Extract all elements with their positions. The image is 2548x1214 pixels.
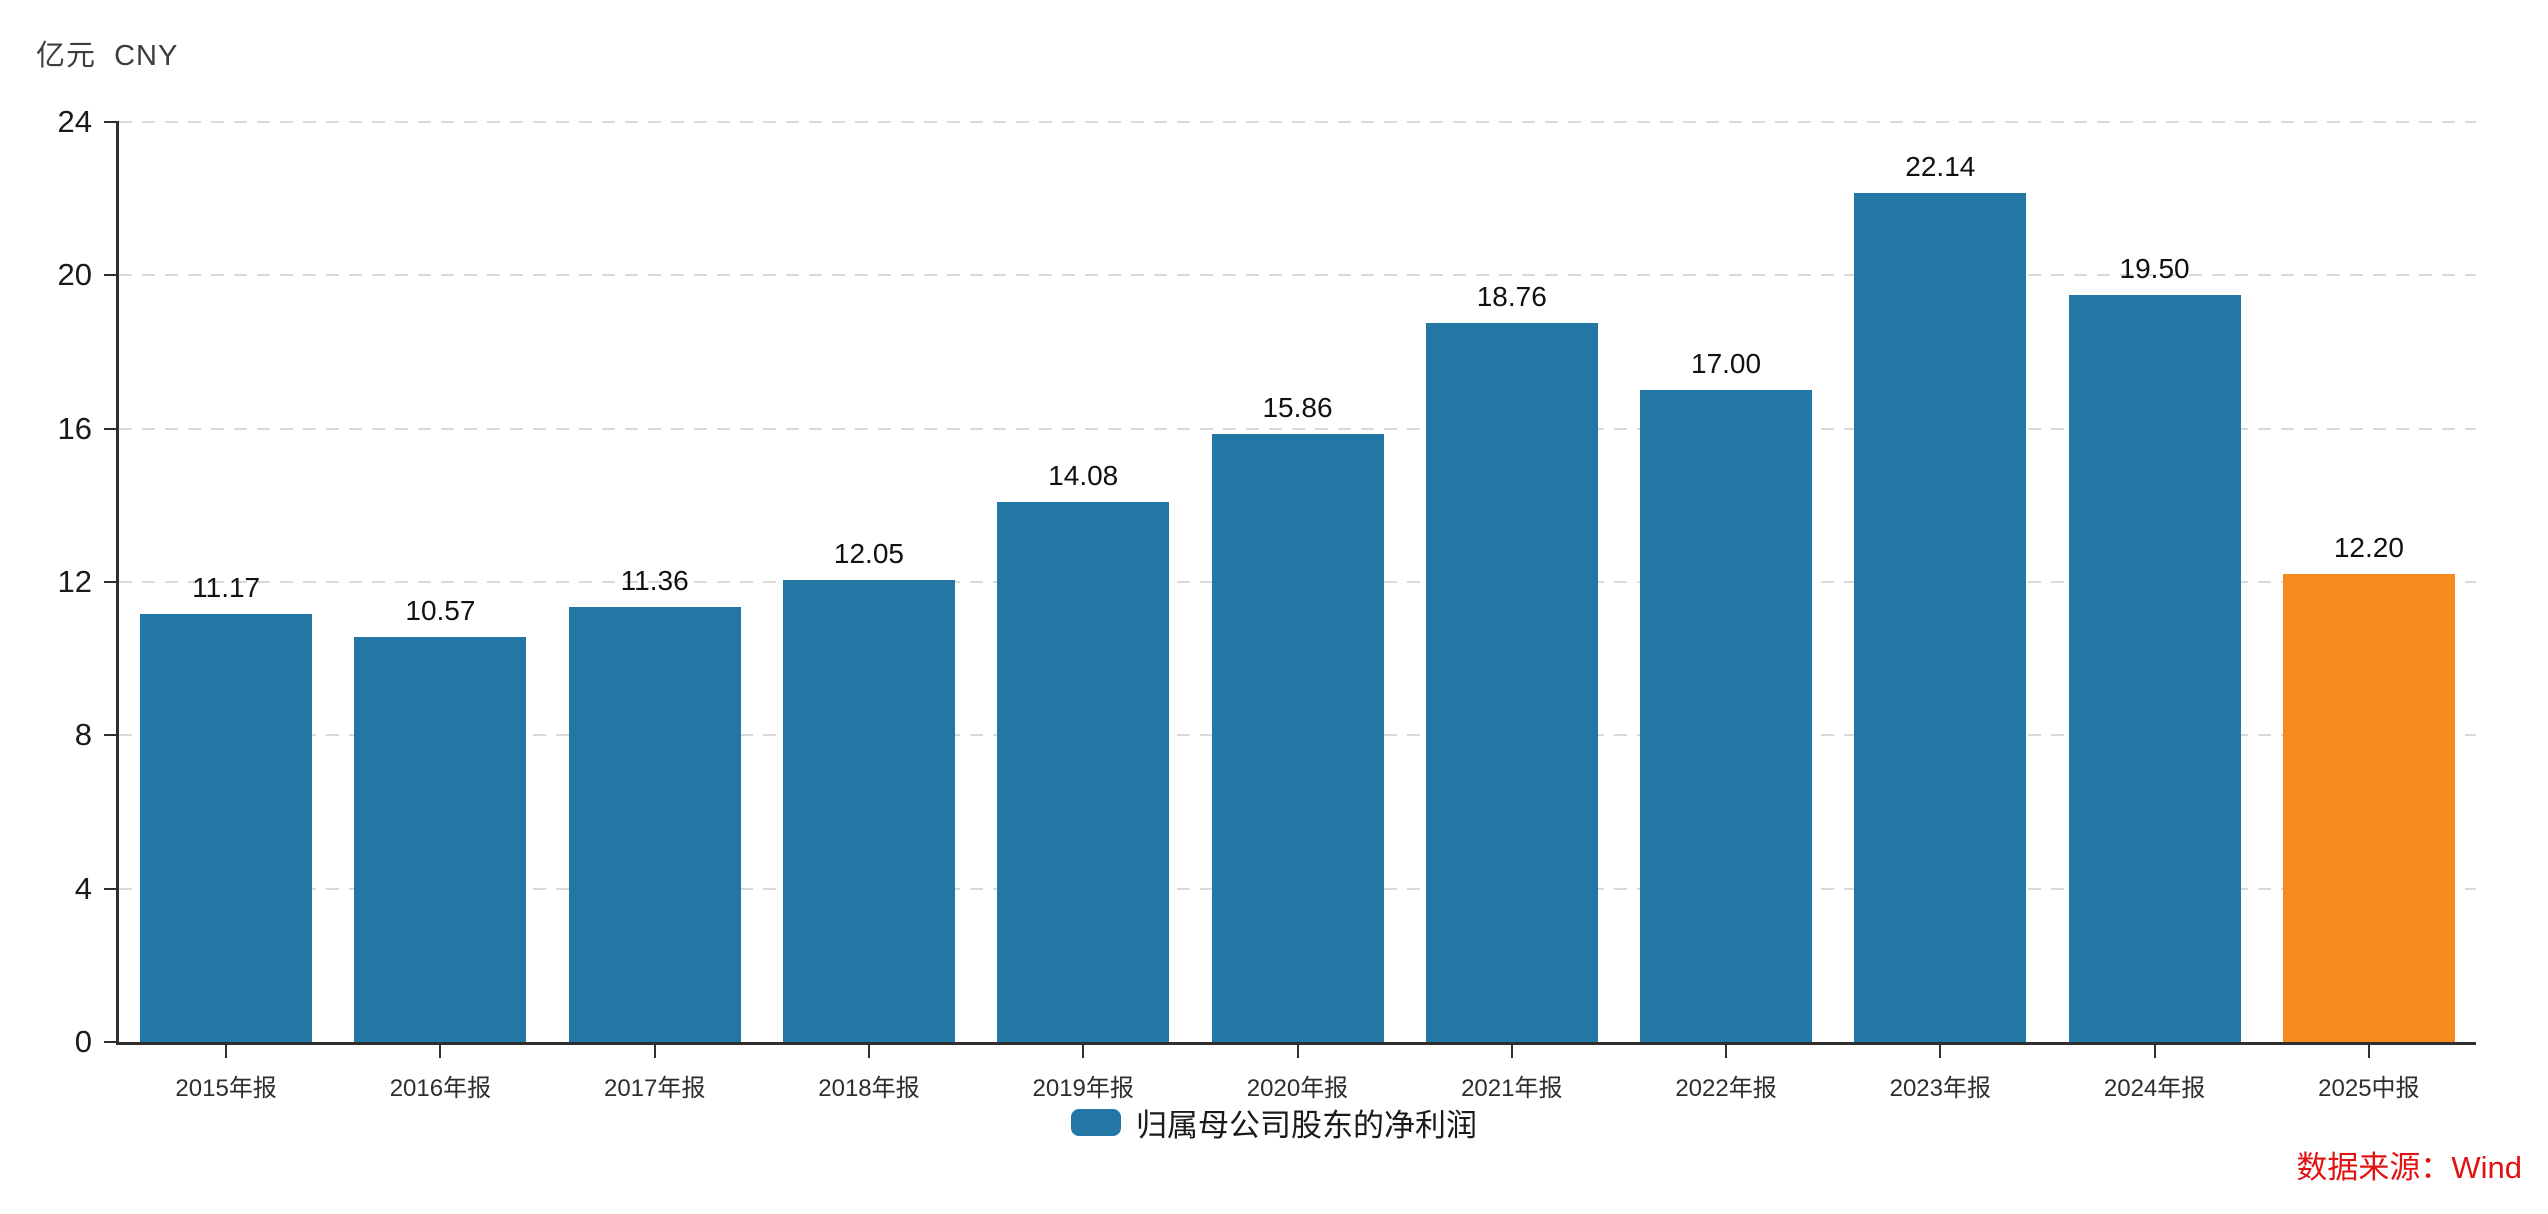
bar[interactable] <box>2068 294 2241 1042</box>
bar[interactable] <box>1425 322 1598 1042</box>
x-axis-tick <box>867 1045 870 1058</box>
bar-value-label: 12.05 <box>833 538 904 570</box>
bar[interactable] <box>1640 390 1813 1042</box>
x-axis-category-label: 2022年报 <box>1675 1075 1777 1102</box>
x-axis-category-label: 2017年报 <box>603 1075 706 1102</box>
legend-label: 归属母公司股东的净利润 <box>1136 1107 1477 1143</box>
bar-value-label: 18.76 <box>1476 280 1547 312</box>
x-axis-tick <box>439 1045 442 1058</box>
plot-area: 0 4 8 12 16 20 24 11.17 2015年报 10.57 2016年报 11.36 20… <box>58 104 2476 1102</box>
bar-value-label: 10.57 <box>405 594 476 626</box>
y-axis-tick <box>104 121 119 123</box>
y-axis-tick <box>104 887 119 890</box>
y-axis-tick <box>104 427 119 430</box>
x-axis-category-label: 2024年报 <box>2103 1075 2206 1102</box>
data-source-note: 数据来源：Wind <box>2296 1150 2522 1185</box>
legend-item-net-profit[interactable]: 归属母公司股东的净利润 <box>0 1098 2548 1146</box>
bar-value-label: 19.50 <box>2119 252 2190 284</box>
bar-value-label: 14.08 <box>1048 460 1119 492</box>
bar[interactable] <box>2282 574 2455 1042</box>
y-axis-tick <box>104 1041 119 1043</box>
x-axis-tick <box>1725 1045 1728 1058</box>
x-axis-tick <box>225 1045 228 1058</box>
y-axis-tick-label: 4 <box>74 870 92 906</box>
bar-value-label: 15.86 <box>1262 392 1333 424</box>
x-axis-tick <box>653 1045 656 1058</box>
bar[interactable] <box>997 502 1170 1042</box>
y-axis-tick-label: 20 <box>57 257 92 293</box>
gridline <box>119 121 2476 123</box>
bar[interactable] <box>568 606 741 1042</box>
bar[interactable] <box>782 580 955 1042</box>
y-axis-tick-label: 0 <box>74 1024 92 1059</box>
bar-value-label: 22.14 <box>1905 151 1976 183</box>
x-axis-category-label: 2025中报 <box>2318 1075 2420 1102</box>
bar-value-label: 12.20 <box>2333 532 2404 564</box>
y-axis-tick-label: 8 <box>74 717 92 753</box>
x-axis-tick <box>1082 1045 1085 1058</box>
x-axis-category-label: 2018年报 <box>818 1075 920 1102</box>
bar-value-label: 11.36 <box>620 564 689 596</box>
x-axis-category-label: 2015年报 <box>175 1075 277 1102</box>
bar[interactable] <box>354 636 527 1042</box>
x-axis-category-label: 2021年报 <box>1461 1075 1563 1102</box>
bar-value-label: 11.17 <box>192 571 261 603</box>
y-axis-tick <box>104 734 119 737</box>
x-axis-category-label: 2020年报 <box>1246 1075 1349 1102</box>
bar[interactable] <box>140 613 313 1042</box>
gridline <box>119 274 2476 277</box>
x-axis-tick <box>2367 1045 2370 1058</box>
x-axis-category-label: 2016年报 <box>389 1075 492 1102</box>
x-axis-tick <box>2153 1045 2156 1058</box>
x-axis-tick <box>1296 1045 1299 1058</box>
y-axis-tick <box>104 581 119 583</box>
x-axis-tick <box>1939 1045 1942 1058</box>
bar-value-label: 17.00 <box>1690 348 1762 380</box>
x-axis-category-label: 2019年报 <box>1032 1075 1134 1102</box>
x-axis-category-label: 2023年报 <box>1889 1075 1991 1102</box>
legend-swatch <box>1071 1108 1121 1136</box>
y-axis-tick <box>104 274 119 277</box>
x-axis-tick <box>1510 1045 1513 1058</box>
y-axis-unit-label: 亿元 CNY <box>36 40 179 72</box>
y-axis-tick-label: 24 <box>57 104 92 139</box>
bar[interactable] <box>1854 193 2027 1042</box>
bar[interactable] <box>1211 434 1384 1042</box>
y-axis-tick-label: 16 <box>57 410 92 446</box>
gridline <box>119 427 2476 430</box>
y-axis-tick-label: 12 <box>57 564 92 599</box>
